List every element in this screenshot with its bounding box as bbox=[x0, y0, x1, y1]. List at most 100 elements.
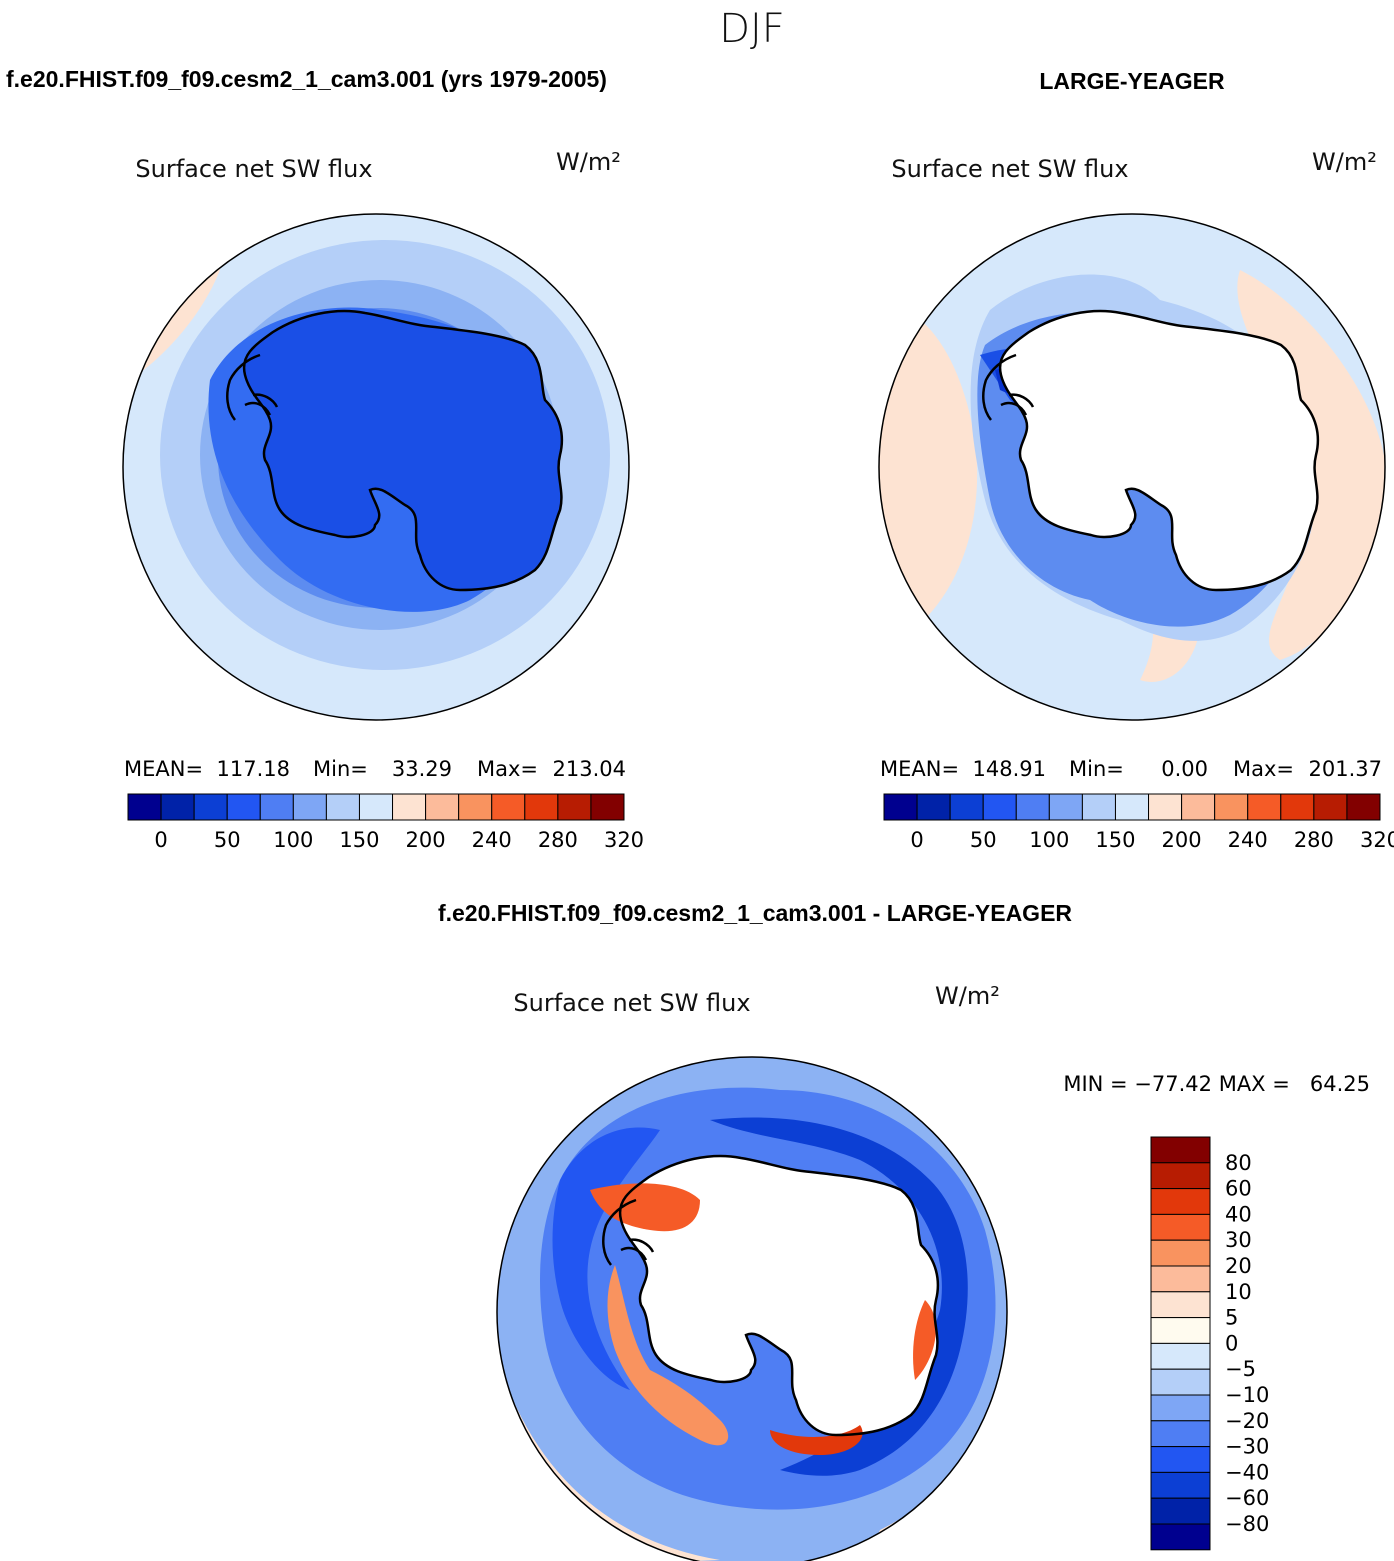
diff-colorbar-cell bbox=[1150, 1162, 1211, 1190]
diff-colorbar-cell bbox=[1150, 1497, 1211, 1525]
diff-variable-title: Surface net SW flux bbox=[513, 989, 750, 1017]
model-colorbar-tick-label: 100 bbox=[273, 828, 313, 852]
diff-colorbar-cell bbox=[1150, 1394, 1211, 1422]
diff-field-ring-level-6-west bbox=[552, 1127, 660, 1390]
obs-stats: MEAN= 148.91 Min= 0.00 Max= 201.37 bbox=[880, 757, 1382, 781]
diff-field-positive-coast-east bbox=[913, 1300, 936, 1380]
model-colorbar-cell bbox=[292, 793, 327, 821]
diff-colorbar-tick-label: −10 bbox=[1225, 1383, 1269, 1407]
diff-colorbar-tick-label: 20 bbox=[1225, 1254, 1252, 1278]
obs-colorbar-cell bbox=[916, 793, 951, 821]
diff-units-label: W/m² bbox=[935, 982, 1000, 1010]
diff-colorbar-tick-label: 10 bbox=[1225, 1280, 1252, 1304]
diff-colorbar-cell bbox=[1150, 1265, 1211, 1293]
obs-colorbar-tick-label: 0 bbox=[910, 828, 923, 852]
model-colorbar-cell bbox=[557, 793, 592, 821]
diff-map bbox=[497, 1057, 1007, 1561]
model-colorbar-cell bbox=[392, 793, 427, 821]
diff-colorbar-tick-label: 30 bbox=[1225, 1228, 1252, 1252]
model-colorbar-cell bbox=[425, 793, 460, 821]
model-panel-header: f.e20.FHIST.f09_f09.cesm2_1_cam3.001 (yr… bbox=[6, 66, 607, 92]
model-colorbar-cell bbox=[358, 793, 394, 821]
obs-colorbar-tick-label: 200 bbox=[1162, 828, 1202, 852]
obs-variable-title: Surface net SW flux bbox=[891, 155, 1128, 183]
model-min-value: 33.29 bbox=[392, 757, 452, 781]
obs-colorbar-tick-label: 320 bbox=[1360, 828, 1394, 852]
model-colorbar-cell bbox=[458, 793, 493, 821]
model-colorbar-cell bbox=[160, 793, 195, 821]
diff-colorbar-cell bbox=[1150, 1188, 1211, 1215]
model-min-label: Min= bbox=[313, 757, 368, 781]
diff-colorbar-tick-label: −60 bbox=[1225, 1486, 1269, 1510]
obs-max-value: 201.37 bbox=[1309, 757, 1382, 781]
diff-colorbar-tick-label: −30 bbox=[1225, 1435, 1269, 1459]
obs-colorbar-tick-label: 240 bbox=[1228, 828, 1268, 852]
obs-colorbar-cell bbox=[1247, 793, 1282, 821]
model-colorbar-tick-label: 280 bbox=[538, 828, 578, 852]
model-mean-value: 117.18 bbox=[217, 757, 290, 781]
obs-units-label: W/m² bbox=[1312, 148, 1377, 176]
obs-colorbar-tick-label: 280 bbox=[1294, 828, 1334, 852]
diff-map-border bbox=[496, 1056, 1008, 1561]
obs-colorbar-tick-label: 150 bbox=[1095, 828, 1135, 852]
model-colorbar-tick-label: 320 bbox=[604, 828, 644, 852]
obs-mean-value: 148.91 bbox=[973, 757, 1046, 781]
obs-colorbar-cell bbox=[1346, 793, 1381, 821]
diff-colorbar-tick-label: 0 bbox=[1225, 1331, 1238, 1355]
diff-colorbar-tick-label: 60 bbox=[1225, 1177, 1252, 1201]
model-colorbar-tick-label: 150 bbox=[339, 828, 379, 852]
obs-colorbar-cell bbox=[982, 793, 1017, 821]
model-colorbar-cell bbox=[325, 793, 360, 821]
obs-min-value: 0.00 bbox=[1161, 757, 1208, 781]
obs-map bbox=[879, 214, 1385, 720]
diff-minmax-text: MIN = −77.42 MAX = 64.25 bbox=[1063, 1072, 1370, 1096]
diff-colorbar-cell bbox=[1150, 1317, 1211, 1344]
diff-colorbar-tick-label: 5 bbox=[1225, 1306, 1238, 1330]
obs-colorbar-cell bbox=[1280, 793, 1315, 821]
obs-colorbar-cell bbox=[1081, 793, 1116, 821]
model-map bbox=[123, 214, 629, 720]
obs-colorbar-cell bbox=[1114, 793, 1150, 821]
obs-mean-label: MEAN= bbox=[880, 757, 959, 781]
model-variable-title: Surface net SW flux bbox=[135, 155, 372, 183]
obs-map-border bbox=[878, 213, 1386, 721]
diff-colorbar-cell bbox=[1150, 1291, 1211, 1319]
diff-colorbar-tick-label: −40 bbox=[1225, 1460, 1269, 1484]
obs-panel: LARGE-YEAGER Surface net SW flux W/m² ME… bbox=[878, 68, 1394, 852]
model-colorbar-cell bbox=[590, 793, 625, 821]
obs-colorbar-cell bbox=[949, 793, 984, 821]
obs-colorbar-cell bbox=[1214, 793, 1249, 821]
diff-field-positive-ross bbox=[590, 1183, 700, 1232]
model-colorbar-tick-label: 50 bbox=[214, 828, 241, 852]
diff-colorbar-cell bbox=[1150, 1213, 1211, 1241]
obs-colorbar-tick-label: 100 bbox=[1029, 828, 1069, 852]
model-colorbar-tick-label: 240 bbox=[472, 828, 512, 852]
diff-colorbar-tick-label: −5 bbox=[1225, 1357, 1256, 1381]
obs-colorbar-tick-label: 50 bbox=[970, 828, 997, 852]
obs-colorbar: 0 50 100 150 200 240 280 320 bbox=[883, 793, 1394, 852]
model-panel: f.e20.FHIST.f09_f09.cesm2_1_cam3.001 (yr… bbox=[6, 66, 644, 852]
diff-field-positive-coast-south bbox=[770, 1425, 863, 1455]
diff-colorbar-tick-label: 80 bbox=[1225, 1151, 1252, 1175]
model-map-border bbox=[122, 213, 630, 721]
diff-colorbar-cell bbox=[1150, 1368, 1211, 1396]
diff-colorbar-tick-label: −80 bbox=[1225, 1512, 1269, 1536]
obs-panel-header: LARGE-YEAGER bbox=[1039, 68, 1225, 94]
diff-colorbar-tick-label: 40 bbox=[1225, 1202, 1252, 1226]
model-colorbar-cell bbox=[524, 793, 559, 821]
diff-colorbar-cell bbox=[1150, 1136, 1211, 1164]
obs-colorbar-cell bbox=[883, 793, 918, 821]
obs-colorbar-cell bbox=[1148, 793, 1183, 821]
model-colorbar-cell bbox=[491, 793, 526, 821]
model-max-label: Max= bbox=[477, 757, 538, 781]
model-colorbar-tick-label: 200 bbox=[406, 828, 446, 852]
obs-colorbar-cell bbox=[1181, 793, 1216, 821]
obs-colorbar-cell bbox=[1048, 793, 1083, 821]
model-mean-label: MEAN= bbox=[124, 757, 203, 781]
model-colorbar-cell bbox=[226, 793, 261, 821]
diff-field-positive-coast-west bbox=[607, 1265, 729, 1446]
model-colorbar-cell bbox=[193, 793, 228, 821]
diff-colorbar-cell bbox=[1150, 1420, 1211, 1448]
